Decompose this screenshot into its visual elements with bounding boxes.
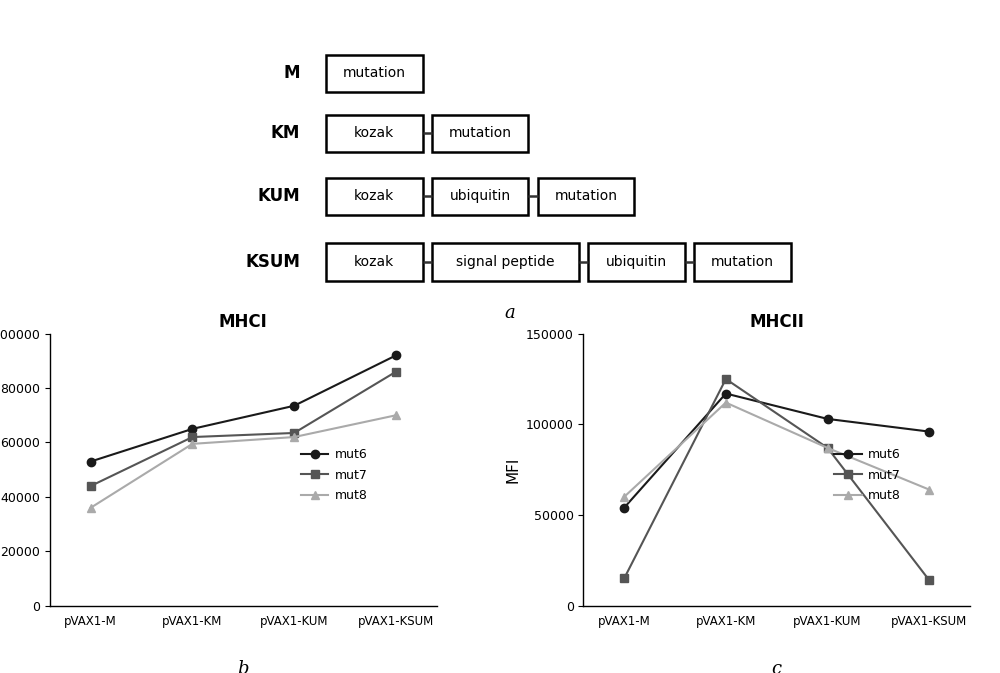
Text: KUM: KUM — [258, 187, 300, 205]
Text: signal peptide: signal peptide — [456, 255, 555, 269]
Text: mutation: mutation — [711, 255, 774, 269]
Line: mut8: mut8 — [87, 411, 400, 512]
mut8 — [85, 503, 97, 511]
mut8 — [923, 486, 935, 494]
Line: mut7: mut7 — [87, 367, 400, 490]
mut6 — [618, 503, 630, 511]
mut8 — [186, 440, 198, 448]
mut6 — [923, 427, 935, 435]
FancyBboxPatch shape — [588, 244, 685, 281]
mut6 — [186, 425, 198, 433]
mut7 — [923, 576, 935, 584]
Text: M: M — [284, 65, 300, 83]
mut7 — [822, 444, 834, 452]
Y-axis label: MFI: MFI — [505, 456, 520, 483]
Text: b: b — [238, 660, 249, 673]
mut6 — [390, 351, 402, 359]
Text: mutation: mutation — [554, 189, 617, 203]
FancyBboxPatch shape — [326, 55, 423, 92]
Line: mut6: mut6 — [620, 390, 933, 512]
Text: mutation: mutation — [343, 67, 406, 81]
Legend: mut6, mut7, mut8: mut6, mut7, mut8 — [296, 444, 373, 507]
FancyBboxPatch shape — [432, 178, 528, 215]
mut6 — [822, 415, 834, 423]
Title: MHCI: MHCI — [219, 313, 268, 330]
Line: mut8: mut8 — [620, 398, 933, 501]
mut6 — [720, 390, 732, 398]
FancyBboxPatch shape — [326, 244, 423, 281]
mut7 — [288, 429, 300, 437]
mut7 — [85, 482, 97, 490]
mut7 — [720, 375, 732, 383]
mut8 — [390, 411, 402, 419]
Text: kozak: kozak — [354, 189, 394, 203]
FancyBboxPatch shape — [432, 114, 528, 152]
mut7 — [390, 367, 402, 376]
mut8 — [618, 493, 630, 501]
FancyBboxPatch shape — [432, 244, 579, 281]
Text: KM: KM — [271, 125, 300, 142]
Line: mut6: mut6 — [87, 351, 400, 466]
Text: kozak: kozak — [354, 127, 394, 140]
Text: kozak: kozak — [354, 255, 394, 269]
FancyBboxPatch shape — [694, 244, 791, 281]
mut6 — [85, 458, 97, 466]
mut8 — [288, 433, 300, 441]
Line: mut7: mut7 — [620, 375, 933, 584]
Title: MHCII: MHCII — [749, 313, 804, 330]
mut8 — [822, 444, 834, 452]
Text: ubiquitin: ubiquitin — [606, 255, 667, 269]
FancyBboxPatch shape — [326, 114, 423, 152]
Text: mutation: mutation — [449, 127, 512, 140]
mut6 — [288, 402, 300, 410]
Text: ubiquitin: ubiquitin — [450, 189, 511, 203]
Text: a: a — [505, 304, 515, 322]
mut7 — [186, 433, 198, 441]
FancyBboxPatch shape — [326, 178, 423, 215]
Text: c: c — [772, 660, 782, 673]
Text: KSUM: KSUM — [245, 253, 300, 271]
FancyBboxPatch shape — [538, 178, 634, 215]
mut8 — [720, 398, 732, 406]
Legend: mut6, mut7, mut8: mut6, mut7, mut8 — [829, 444, 906, 507]
mut7 — [618, 575, 630, 583]
